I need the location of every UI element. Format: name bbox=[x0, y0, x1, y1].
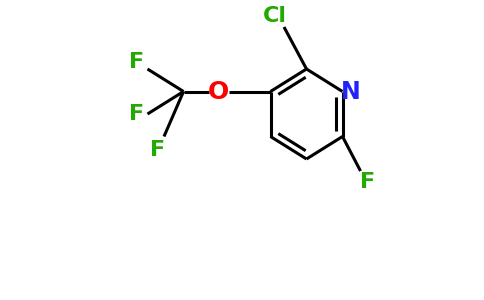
Text: F: F bbox=[361, 172, 376, 191]
Text: Cl: Cl bbox=[263, 7, 287, 26]
Text: F: F bbox=[129, 52, 145, 71]
Text: N: N bbox=[341, 80, 361, 103]
Text: F: F bbox=[151, 140, 166, 160]
Text: O: O bbox=[207, 80, 228, 103]
Text: F: F bbox=[129, 104, 145, 124]
